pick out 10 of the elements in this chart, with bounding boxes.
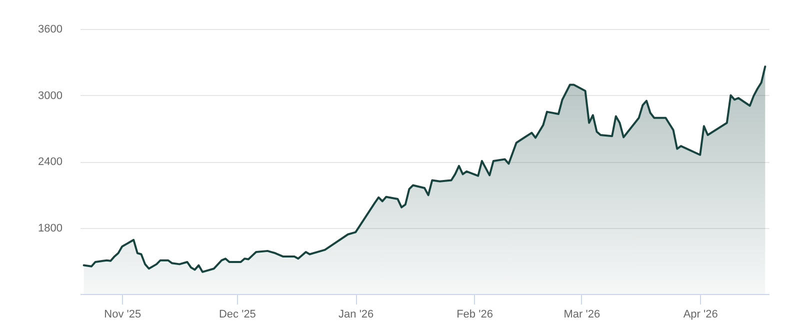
y-tick-label: 1800: [38, 222, 62, 234]
y-tick-label: 3000: [38, 90, 62, 102]
y-tick-label: 2400: [38, 156, 62, 168]
x-tick-label: Apr '26: [683, 308, 718, 320]
x-tick-label: Nov '25: [104, 308, 142, 320]
x-tick-label: Dec '25: [218, 308, 256, 320]
x-tick-label: Jan '26: [338, 308, 374, 320]
y-tick-label: 3600: [38, 24, 62, 36]
x-tick-label: Feb '26: [456, 308, 493, 320]
x-tick-label: Mar '26: [564, 308, 600, 320]
